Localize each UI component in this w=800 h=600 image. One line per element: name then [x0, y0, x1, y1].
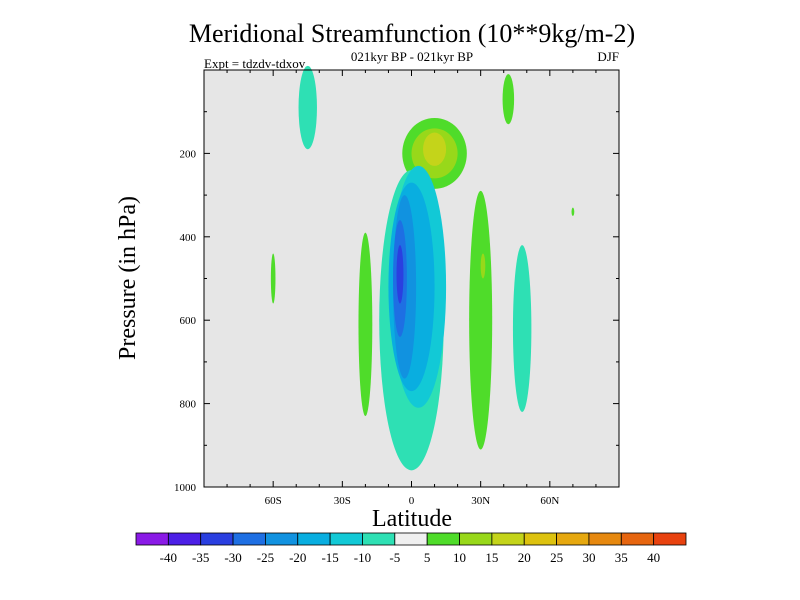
colorbar-label: -15 — [321, 550, 338, 565]
colorbar-label: -20 — [289, 550, 306, 565]
colorbar-label: -30 — [224, 550, 241, 565]
y-tick-label: 800 — [180, 399, 197, 411]
colorbar-label: -5 — [389, 550, 400, 565]
y-axis-label: Pressure (in hPa) — [115, 196, 141, 360]
x-tick-label: 30S — [334, 495, 351, 507]
colorbar-swatch — [200, 532, 234, 546]
colorbar-label: 5 — [424, 550, 431, 565]
contour-region-7 — [358, 232, 373, 417]
chart-title: Meridional Streamfunction (10**9kg/m-2) — [189, 19, 635, 48]
contour-fills — [270, 65, 575, 471]
x-tick-label: 0 — [409, 495, 415, 507]
colorbar-label: -35 — [192, 550, 209, 565]
colorbar-swatch — [232, 532, 266, 546]
x-axis-label: Latitude — [372, 506, 452, 532]
colorbar-label: 15 — [485, 550, 498, 565]
colorbar-swatch — [265, 532, 299, 546]
colorbar-swatch — [426, 532, 460, 546]
colorbar-swatch — [556, 532, 590, 546]
colorbar-swatch — [588, 532, 622, 546]
colorbar-label: 40 — [647, 550, 660, 565]
colorbar-label: 35 — [615, 550, 628, 565]
colorbar-label: 25 — [550, 550, 563, 565]
x-tick-label: 30N — [471, 495, 490, 507]
y-tick-label: 600 — [180, 315, 197, 327]
colorbar-swatch — [394, 532, 428, 546]
expt-label: Expt = tdzdv-tdxov — [204, 56, 306, 71]
colorbar-swatch — [362, 532, 396, 546]
contour-region-10 — [512, 245, 532, 412]
contour-region-8 — [469, 190, 493, 450]
contour-region-1 — [270, 253, 276, 304]
colorbar-swatch — [523, 532, 557, 546]
colorbar-label: 30 — [582, 550, 595, 565]
x-tick-label: 60S — [265, 495, 282, 507]
colorbar-label: -25 — [257, 550, 274, 565]
contour-region-6 — [423, 132, 447, 166]
contour-region-3 — [571, 207, 575, 216]
colorbar-swatch — [459, 532, 493, 546]
colorbar-swatch — [297, 532, 331, 546]
contour-region-2 — [502, 74, 515, 125]
contour-region-0 — [298, 65, 317, 150]
y-tick-label: 200 — [180, 148, 197, 160]
axis-ticks: 60S 30S 0 30N 60N 200 400 600 800 1000 — [174, 70, 619, 507]
colorbar-swatch — [167, 532, 202, 546]
colorbar-swatch — [620, 532, 655, 546]
x-tick-label: 60N — [540, 495, 559, 507]
colorbar: -40 -35 -30 -25 -20 -15 -10 -5 5 10 15 20 25 30 35 40 — [135, 532, 687, 565]
colorbar-label: 20 — [518, 550, 531, 565]
colorbar-label: -10 — [354, 550, 371, 565]
colorbar-swatch — [135, 532, 169, 546]
colorbar-swatch — [491, 532, 525, 546]
colorbar-label: 10 — [453, 550, 466, 565]
y-tick-label: 400 — [180, 232, 197, 244]
contour-region-9 — [480, 253, 486, 279]
colorbar-swatch — [653, 532, 687, 546]
chart-subtitle: 021kyr BP - 021kyr BP — [351, 49, 473, 64]
y-tick-label: 1000 — [174, 482, 197, 494]
colorbar-label: -40 — [160, 550, 177, 565]
season-label: DJF — [597, 49, 619, 64]
colorbar-swatch — [329, 532, 363, 546]
contour-region-16 — [396, 245, 404, 304]
